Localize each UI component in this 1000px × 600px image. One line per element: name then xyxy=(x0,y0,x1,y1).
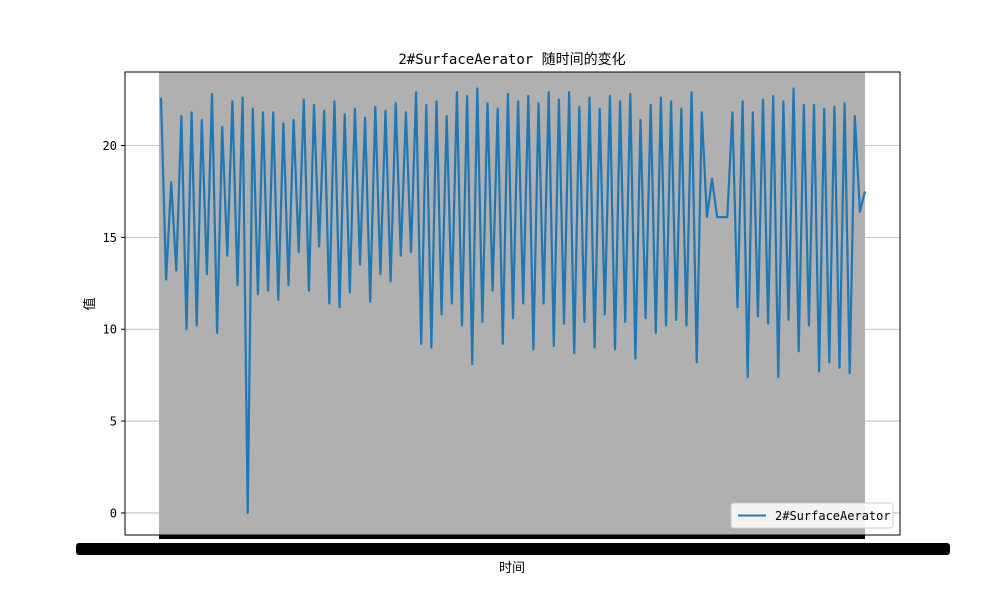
y-tick-label-5: 5 xyxy=(110,415,117,429)
y-axis: 0 5 10 15 20 xyxy=(103,139,125,520)
legend-box xyxy=(730,502,894,529)
y-axis-label: 值 xyxy=(82,297,98,310)
y-tick-label-15: 15 xyxy=(103,231,117,245)
legend-label: 2#SurfaceAerator xyxy=(775,509,891,523)
y-tick-label-10: 10 xyxy=(103,323,117,337)
chart-title: 2#SurfaceAerator 随时间的变化 xyxy=(398,52,625,68)
legend: 2#SurfaceAerator xyxy=(730,502,894,529)
x-axis-label: 时间 xyxy=(499,561,525,576)
series-layer xyxy=(159,87,867,515)
series-line-0 xyxy=(159,87,867,515)
y-tick-label-0: 0 xyxy=(110,506,117,520)
x-axis-tick-labels xyxy=(76,535,950,555)
x-tick-marks-band xyxy=(159,535,865,539)
y-tick-label-20: 20 xyxy=(103,139,117,153)
x-tick-labels-overlap xyxy=(76,543,950,555)
